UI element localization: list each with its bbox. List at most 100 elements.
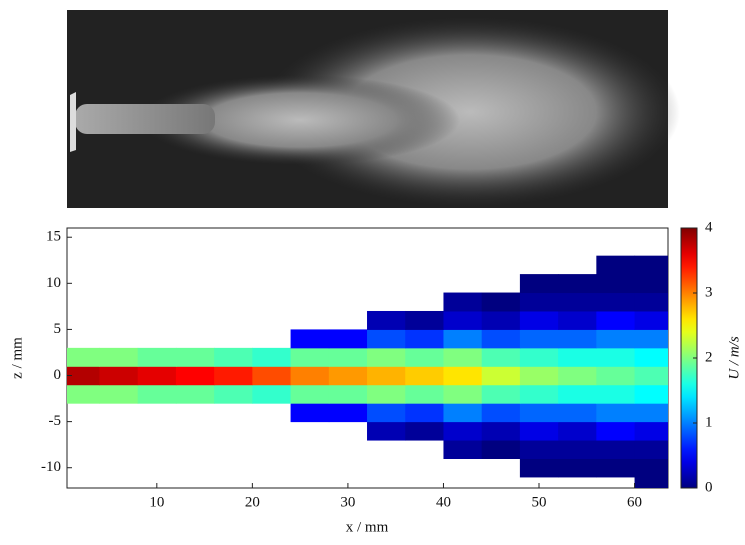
heat-cell [99, 347, 139, 367]
y-tick-label: 5 [54, 321, 62, 337]
heat-cell [596, 310, 636, 330]
heat-cell [596, 329, 636, 349]
heat-cell [519, 440, 559, 459]
y-axis-label: z / mm [9, 337, 25, 379]
heat-cell [558, 440, 597, 459]
heat-cell [367, 329, 406, 349]
heat-cell [405, 347, 444, 367]
x-tick-label: 30 [340, 494, 355, 510]
heat-cell [481, 347, 521, 367]
heat-cell [405, 366, 444, 386]
heat-cell [558, 310, 597, 330]
x-tick-label: 40 [436, 494, 451, 510]
heat-cell [481, 440, 521, 459]
heat-cell [481, 384, 521, 404]
heat-cell [175, 366, 215, 386]
heat-cell [558, 366, 597, 386]
heat-cell [214, 384, 253, 404]
y-tick-label: -5 [49, 413, 62, 429]
heat-cell [67, 347, 100, 367]
heat-cell [175, 384, 215, 404]
photo [67, 10, 680, 208]
heat-cell [596, 255, 636, 275]
heat-cell [175, 347, 215, 367]
x-axis-label: x / mm [346, 519, 389, 535]
heat-cell [443, 310, 483, 330]
heat-cell [596, 403, 636, 423]
colorbar-tick-label: 2 [705, 349, 713, 365]
heat-cell [443, 403, 483, 423]
heat-cell [558, 292, 597, 312]
heat-cell [443, 440, 483, 459]
heat-cell [596, 292, 636, 312]
colorbar-tick-label: 1 [705, 414, 713, 430]
heat-cell [481, 310, 521, 330]
heat-cell [328, 329, 368, 349]
heat-cell [481, 366, 521, 386]
heat-cell [519, 458, 559, 478]
heat-cell [290, 366, 330, 386]
heat-cell [634, 384, 668, 404]
heat-cell [558, 329, 597, 349]
heat-cell [634, 476, 668, 488]
heat-cell [328, 403, 368, 423]
heat-cell [252, 366, 292, 386]
heat-cell [634, 440, 668, 459]
heat-cell [558, 274, 597, 294]
heat-cell [634, 310, 668, 330]
x-tick-label: 10 [149, 494, 164, 510]
heat-cell [519, 329, 559, 349]
heat-cell [519, 292, 559, 312]
heat-cell [405, 403, 444, 423]
heat-cell [328, 366, 368, 386]
heat-cell [519, 310, 559, 330]
heat-cell [137, 347, 177, 367]
heat-cell [290, 347, 330, 367]
heat-cell [596, 347, 636, 367]
heat-cell [634, 366, 668, 386]
y-tick-label: 0 [54, 367, 62, 383]
heat-cell [290, 329, 330, 349]
heat-cell [634, 274, 668, 294]
heat-cell [252, 384, 292, 404]
heat-cell [67, 366, 100, 386]
heat-cell [443, 384, 483, 404]
heat-cell [596, 366, 636, 386]
y-tick-label: 15 [46, 229, 61, 245]
heat-cell [519, 347, 559, 367]
y-tick-label: -10 [41, 459, 61, 475]
heat-cell [443, 421, 483, 441]
heat-cell [596, 274, 636, 294]
heat-cell [634, 292, 668, 312]
heat-cell [634, 403, 668, 423]
heat-cell [519, 384, 559, 404]
heat-cell [290, 384, 330, 404]
heat-cell [558, 421, 597, 441]
heat-cell [481, 403, 521, 423]
heat-cell [634, 421, 668, 441]
heat-cell [443, 329, 483, 349]
heat-cell [519, 421, 559, 441]
heat-cell [99, 366, 139, 386]
heat-cell [214, 366, 253, 386]
heat-cell [405, 421, 444, 441]
heat-cell [252, 347, 292, 367]
heat-cell [596, 421, 636, 441]
heat-cell [367, 366, 406, 386]
heat-cell [443, 347, 483, 367]
heat-cell [367, 403, 406, 423]
heat-cell [634, 458, 668, 478]
heat-cell [481, 421, 521, 441]
heat-cell [481, 292, 521, 312]
heat-cell [405, 310, 444, 330]
heat-cell [290, 403, 330, 423]
heat-cell [367, 384, 406, 404]
heat-cell [634, 329, 668, 349]
heat-cell [443, 366, 483, 386]
heat-cell [328, 384, 368, 404]
heat-cell [328, 347, 368, 367]
heat-cell [596, 440, 636, 459]
heat-cell [558, 403, 597, 423]
heat-cell [558, 347, 597, 367]
